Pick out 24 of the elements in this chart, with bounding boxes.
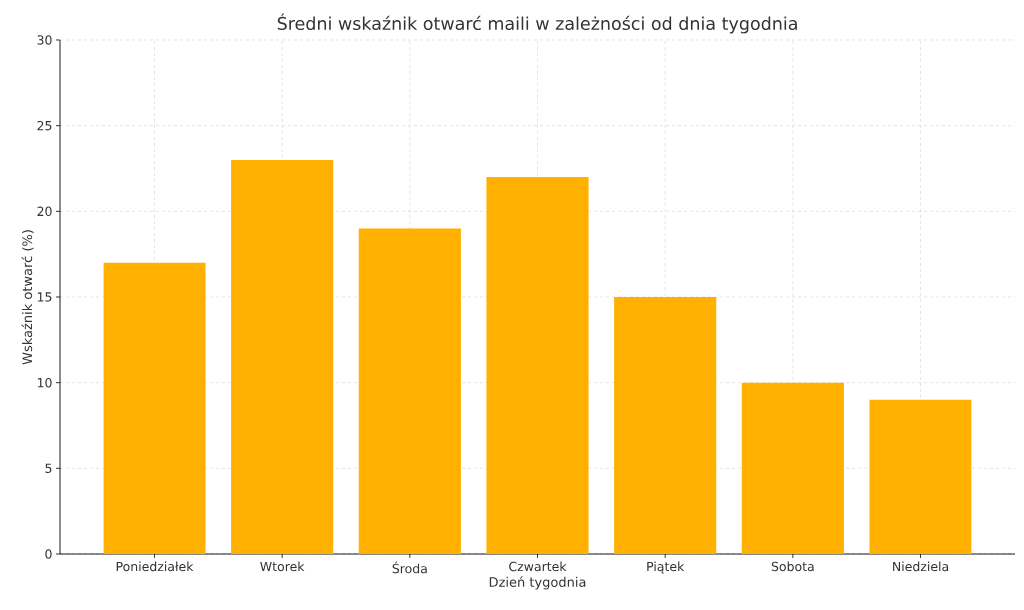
x-tick-label: Piątek [647,561,685,574]
bar [614,297,717,554]
chart-title: Średni wskaźnik otwarć maili w zależności od dnia tygodnia [277,13,797,34]
y-tick-label: 25 [37,120,52,131]
bar [358,228,461,554]
x-tick-label: Czwartek [509,561,567,572]
x-tick-label: Wtorek [260,561,305,572]
y-tick-label: 5 [45,463,52,473]
bar [486,177,589,554]
y-axis-title: Wskaźnik otwarć (%) [21,230,34,365]
x-tick-label: Sobota [771,561,814,572]
x-tick-label: Niedziela [893,561,949,572]
bar [231,159,334,554]
bar [103,262,206,554]
bar [741,382,844,554]
y-tick-label: 15 [37,292,52,302]
y-tick-label: 0 [45,549,52,559]
x-tick-label: Poniedziałek [116,561,194,572]
y-tick-label: 30 [37,35,52,45]
x-tick-label: Środa [392,561,427,574]
x-axis-title: Dzień tygodnia [489,576,586,590]
bar [869,399,972,554]
y-tick-label: 10 [37,377,52,388]
y-tick-label: 20 [37,206,52,217]
